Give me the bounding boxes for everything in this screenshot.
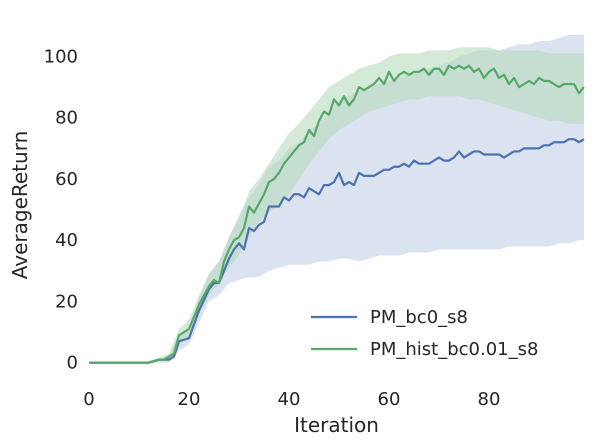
y-tick-label: 20: [55, 291, 78, 312]
x-tick-label: 0: [83, 389, 94, 410]
legend-label-pm-hist-bc0-01-s8: PM_hist_bc0.01_s8: [370, 339, 538, 360]
x-tick-label: 40: [278, 389, 301, 410]
x-tick-label: 80: [478, 389, 501, 410]
line-pm-bc0-s8: [89, 138, 585, 364]
legend: PM_bc0_s8 PM_hist_bc0.01_s8: [311, 307, 538, 360]
x-tick-label: 20: [178, 389, 201, 410]
x-tick-label: 60: [378, 389, 401, 410]
y-tick-label: 60: [55, 169, 78, 190]
y-tick-label: 0: [67, 353, 78, 374]
legend-label-pm-bc0-s8: PM_bc0_s8: [370, 307, 468, 328]
x-axis-label: Iteration: [294, 413, 379, 437]
y-tick-label: 40: [55, 230, 78, 251]
y-tick-labels: 0 20 40 60 80 100: [44, 46, 78, 373]
x-tick-labels: 0 20 40 60 80: [83, 389, 500, 410]
y-axis-label: AverageReturn: [8, 131, 32, 280]
y-tick-label: 100: [44, 46, 78, 67]
y-tick-label: 80: [55, 108, 78, 129]
line-pm-hist-bc0-01-s8: [89, 64, 585, 364]
series-lines: [89, 64, 585, 364]
